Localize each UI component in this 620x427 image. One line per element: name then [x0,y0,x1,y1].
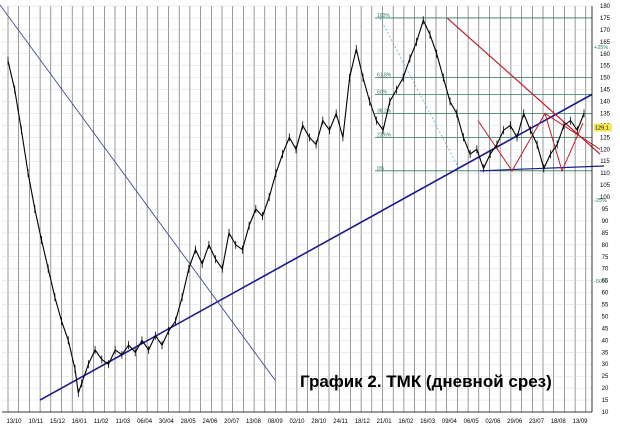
x-tick-label: 30/04 [159,419,175,425]
y-tick-label: 20 [602,386,609,392]
x-tick-label: 02/06 [485,419,501,425]
fib-level-label: 50% [377,89,388,95]
lower-channel-line [479,165,605,172]
y-tick-label: 10 [602,410,609,416]
y-tick-label: 175 [600,16,611,22]
y-tick-label: 60 [602,291,609,297]
x-tick-label: 06/05 [464,419,480,425]
y-tick-label: 55 [602,303,609,309]
fib-level-label: 38.2% [377,108,392,114]
chart-caption: График 2. ТМК (дневной срез) [300,372,552,391]
x-tick-label: 21/01 [377,419,393,425]
y-tick-label: 100 [600,195,611,201]
y-tick-label: 150 [600,76,611,82]
descending-trendline [0,4,276,381]
price-series [7,16,585,397]
x-tick-label: 13/09 [572,419,588,425]
y-tick-label: 75 [602,255,609,261]
x-tick-label: 08/09 [268,419,284,425]
last-price-box [594,123,612,132]
annotations: +25% -25% -50% 129.1 [594,45,612,285]
x-tick-label: 06/04 [137,419,153,425]
y-tick-label: 180 [600,4,611,10]
y-tick-label: 65 [602,279,609,285]
fib-level-label: 23.6% [377,132,392,138]
last-price-label: 129.1 [595,126,609,132]
y-tick-label: 125 [600,135,611,141]
y-tick-label: 105 [600,183,611,189]
x-tick-label: 28/05 [181,419,197,425]
y-tick-label: 165 [600,40,611,46]
y-tick-label: 110 [600,171,610,177]
y-tick-label: 45 [602,326,609,332]
fibonacci-levels: 100% 61.8% 50% 38.2% 23.6% 0% [375,13,592,172]
y-tick-label: 25 [602,374,609,380]
fib-level-label: 100% [377,13,390,19]
x-tick-label: 16/01 [72,419,88,425]
x-tick-label: 28/10 [311,419,327,425]
x-tick-label: 13/10 [6,419,22,425]
y-tick-label: 120 [600,147,611,153]
fib-level-label: 0% [377,166,385,172]
y-tick-label: 90 [602,219,609,225]
x-tick-label: 20/07 [224,419,240,425]
y-tick-label: 40 [602,338,609,344]
y-tick-label: 135 [600,111,611,117]
y-tick-label: 115 [600,159,610,165]
x-tick-label: 15/12 [50,419,66,425]
fib-level-label: 61.8% [377,73,392,79]
x-tick-label: 29/06 [507,419,523,425]
x-tick-label: 10/11 [28,419,43,425]
zigzag-tail [544,113,601,150]
y-tick-label: 50 [602,314,609,320]
x-axis: 13/10 10/11 15/12 16/01 11/02 11/03 06/04 30/04… [2,411,592,425]
y-tick-label: 80 [602,243,609,249]
y-tick-label: 145 [600,88,611,94]
x-tick-label: 11/02 [94,419,109,425]
x-tick-label: 13/08 [246,419,262,425]
y-tick-label: 15 [602,398,609,404]
y-tick-label: 30 [602,362,609,368]
percent-annotation: +25% [594,45,608,51]
resistance-line [446,17,601,155]
percent-annotation: -50% [594,279,607,285]
percent-annotation: -25% [594,198,607,204]
y-tick-label: 140 [600,100,611,106]
y-tick-label: 170 [600,28,611,34]
y-tick-label: 35 [602,350,609,356]
x-tick-label: 18/08 [551,419,567,425]
y-tick-label: 95 [602,207,609,213]
price-line [7,18,585,394]
x-tick-label: 18/12 [355,419,371,425]
x-tick-label: 09/04 [442,419,458,425]
x-tick-label: 11/03 [116,419,131,425]
x-tick-label: 24/11 [333,419,348,425]
y-tick-label: 160 [600,52,611,58]
y-tick-label: 85 [602,231,609,237]
x-tick-label: 24/06 [202,419,218,425]
y-tick-label: 70 [602,267,609,273]
fib-diagonal [379,17,461,171]
x-tick-label: 23/07 [529,419,545,425]
x-tick-label: 16/02 [398,419,414,425]
y-tick-label: 155 [600,64,611,70]
x-tick-label: 16/03 [420,419,436,425]
x-tick-label: 02/10 [289,419,305,425]
horizontal-gridlines [2,5,592,413]
